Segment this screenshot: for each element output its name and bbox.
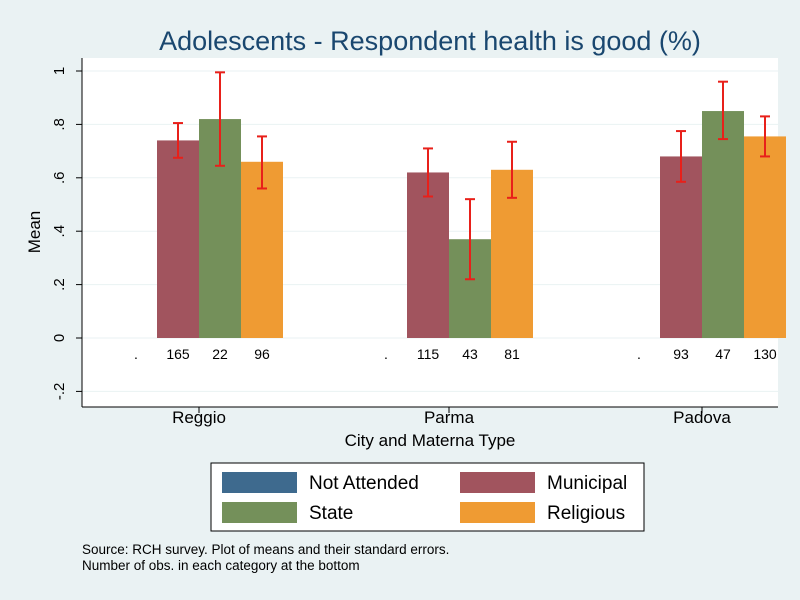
y-tick-label: 0 (51, 334, 68, 342)
legend-item-municipal: Municipal (460, 472, 627, 494)
legend: Not Attended Municipal State Religious (210, 462, 645, 532)
count-label: 43 (462, 346, 478, 362)
error-bar-municipal-reggio (173, 122, 183, 159)
error-bar-state-parma (465, 198, 475, 281)
count-label: 130 (753, 346, 777, 362)
x-axis-title: City and Materna Type (345, 431, 516, 450)
x-tick-label-parma: Parma (424, 408, 475, 427)
legend-label: State (309, 503, 353, 524)
bars (157, 111, 786, 338)
count-label: . (134, 346, 138, 362)
bar-religious-reggio (241, 161, 283, 338)
error-bar-state-reggio (215, 71, 225, 167)
observations-note: Number of obs. in each category at the b… (82, 558, 360, 573)
legend-swatch (460, 472, 535, 493)
count-label: 81 (504, 346, 520, 362)
y-tick-label: 1 (51, 67, 68, 75)
legend-swatch (222, 502, 297, 523)
legend-label: Municipal (547, 473, 627, 494)
bar-municipal-parma (407, 172, 449, 338)
count-label: 93 (673, 346, 689, 362)
x-tick-label-padova: Padova (673, 408, 731, 427)
source-note: Source: RCH survey. Plot of means and th… (82, 542, 449, 557)
y-tick-label: .2 (51, 278, 68, 291)
y-axis-title: Mean (25, 211, 44, 254)
count-label: . (384, 346, 388, 362)
bar-municipal-reggio (157, 140, 199, 338)
bar-municipal-padova (660, 156, 702, 338)
error-bar-municipal-parma (423, 147, 433, 198)
chart-title: Adolescents - Respondent health is good … (159, 26, 701, 56)
count-label: 115 (417, 346, 440, 362)
legend-swatch (222, 472, 297, 493)
y-axis: -.2 0 .2 .4 .6 .8 1 (51, 58, 83, 407)
count-label: . (637, 346, 641, 362)
legend-swatch (460, 502, 535, 523)
legend-item-not-attended: Not Attended (222, 472, 419, 494)
count-label: 22 (212, 346, 228, 362)
x-axis: Reggio Parma Padova (82, 406, 778, 427)
error-bar-religious-reggio (257, 135, 267, 190)
error-bar-municipal-padova (676, 130, 686, 183)
count-label: 47 (715, 346, 731, 362)
y-tick-label: .8 (51, 118, 68, 131)
y-tick-label: .4 (51, 225, 68, 238)
bar-religious-padova (744, 136, 786, 338)
observation-counts: . 165 22 96. 115 43 81. 93 47 130 (134, 346, 777, 362)
error-bar-state-padova (718, 80, 728, 141)
legend-item-religious: Religious (460, 502, 625, 524)
count-label: 165 (166, 346, 190, 362)
bar-state-padova (702, 111, 744, 338)
error-bar-religious-padova (760, 115, 770, 158)
count-label: 96 (254, 346, 270, 362)
y-tick-label: .6 (51, 172, 68, 185)
error-bar-religious-parma (507, 140, 517, 199)
error-bars (173, 71, 770, 281)
legend-label: Religious (547, 503, 625, 524)
legend-item-state: State (222, 502, 353, 524)
legend-label: Not Attended (309, 473, 419, 494)
y-tick-label: -.2 (51, 383, 68, 401)
x-tick-label-reggio: Reggio (172, 408, 226, 427)
